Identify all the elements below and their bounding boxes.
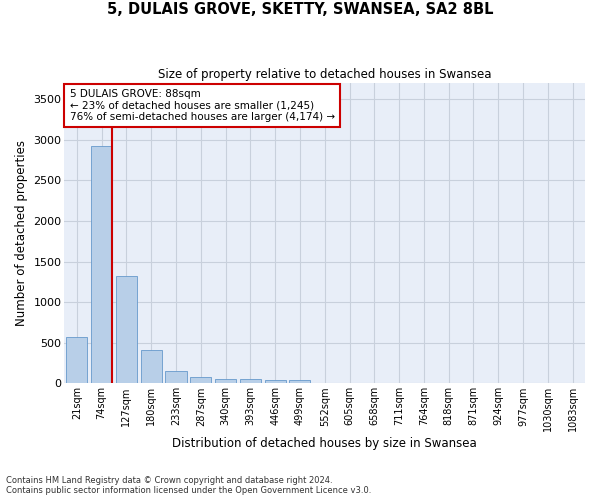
Bar [190, 377, 211, 384]
Text: 5 DULAIS GROVE: 88sqm
← 23% of detached houses are smaller (1,245)
76% of semi-d: 5 DULAIS GROVE: 88sqm ← 23% of detached … [70, 89, 335, 122]
X-axis label: Distribution of detached houses by size in Swansea: Distribution of detached houses by size … [172, 437, 477, 450]
Text: 5, DULAIS GROVE, SKETTY, SWANSEA, SA2 8BL: 5, DULAIS GROVE, SKETTY, SWANSEA, SA2 8B… [107, 2, 493, 18]
Bar [67, 337, 88, 384]
Bar [265, 380, 286, 384]
Bar [240, 379, 261, 384]
Bar [215, 378, 236, 384]
Y-axis label: Number of detached properties: Number of detached properties [15, 140, 28, 326]
Bar [289, 380, 310, 384]
Bar [140, 350, 162, 384]
Title: Size of property relative to detached houses in Swansea: Size of property relative to detached ho… [158, 68, 491, 80]
Text: Contains HM Land Registry data © Crown copyright and database right 2024.
Contai: Contains HM Land Registry data © Crown c… [6, 476, 371, 495]
Bar [116, 276, 137, 384]
Bar [166, 371, 187, 384]
Bar [91, 146, 112, 384]
